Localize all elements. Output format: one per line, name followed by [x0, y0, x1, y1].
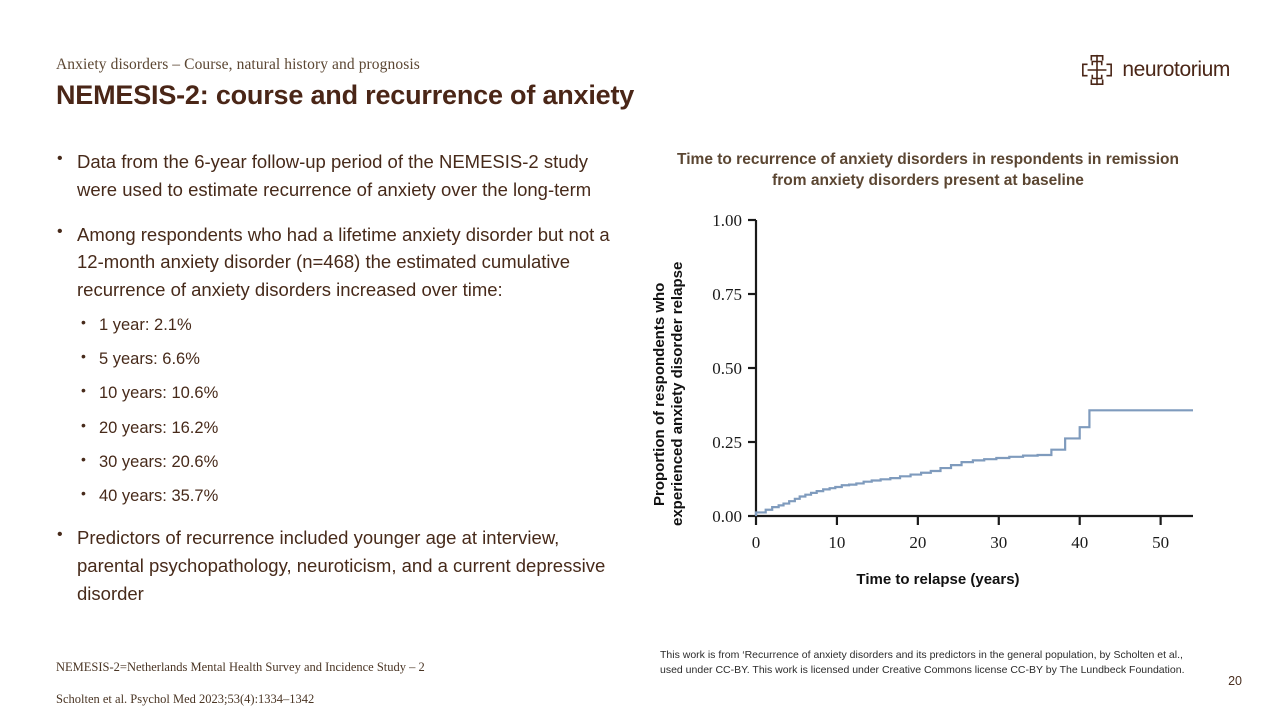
- y-tick-label: 0.00: [712, 507, 742, 526]
- footnote-reference: Scholten et al. Psychol Med 2023;53(4):1…: [56, 692, 315, 706]
- chart-axes: [748, 218, 1193, 525]
- chart-panel: Time to recurrence of anxiety disorders …: [648, 150, 1208, 676]
- y-tick-label: 1.00: [712, 211, 742, 230]
- x-axis-label: Time to relapse (years): [856, 571, 1019, 588]
- bullet-item: Among respondents who had a lifetime anx…: [52, 220, 612, 508]
- list-item: 5 years: 6.6%: [77, 347, 612, 370]
- bullet-list: Data from the 6-year follow-up period of…: [52, 147, 612, 608]
- content-column: Data from the 6-year follow-up period of…: [52, 147, 612, 625]
- page-number: 20: [1228, 674, 1242, 688]
- list-item: 20 years: 16.2%: [77, 416, 612, 439]
- x-tick-label: 40: [1071, 533, 1088, 552]
- x-tick-label: 50: [1152, 533, 1169, 552]
- list-item: 30 years: 20.6%: [77, 450, 612, 473]
- x-tick-label: 0: [752, 533, 761, 552]
- chart-caption: This work is from ‘Recurrence of anxiety…: [660, 648, 1185, 676]
- x-tick-label: 30: [990, 533, 1007, 552]
- sub-bullet-list: 1 year: 2.1% 5 years: 6.6% 10 years: 10.…: [77, 313, 612, 508]
- x-tick-label: 10: [828, 533, 845, 552]
- y-tick-label: 0.50: [712, 359, 742, 378]
- chart-figure: Proportion of respondents who experience…: [648, 206, 1204, 676]
- list-item: 10 years: 10.6%: [77, 381, 612, 404]
- bullet-item: Predictors of recurrence included younge…: [52, 523, 612, 607]
- list-item: 40 years: 35.7%: [77, 484, 612, 507]
- footnote-abbreviation: NEMESIS-2=Netherlands Mental Health Surv…: [56, 660, 425, 674]
- neurotorium-mark-icon: [1080, 53, 1114, 87]
- slide-header: Anxiety disorders – Course, natural hist…: [56, 56, 756, 111]
- km-step-line: [754, 409, 1193, 516]
- km-curve-chart: Proportion of respondents who experience…: [651, 211, 1193, 588]
- y-axis-label-line2: experienced anxiety disorder relapse: [669, 262, 686, 526]
- bullet-item: Data from the 6-year follow-up period of…: [52, 147, 612, 204]
- slide-eyebrow: Anxiety disorders – Course, natural hist…: [56, 56, 420, 73]
- x-tick-label: 20: [909, 533, 926, 552]
- y-tick-label: 0.75: [712, 285, 742, 304]
- logo-wordmark: neurotorium: [1122, 58, 1230, 81]
- page-title: NEMESIS-2: course and recurrence of anxi…: [56, 80, 635, 110]
- bullet-text: Among respondents who had a lifetime anx…: [77, 223, 610, 301]
- chart-tick-labels: 0.00 0.25 0.50 0.75 1.00 0 10 20 30 40 50: [712, 211, 1169, 552]
- y-tick-label: 0.25: [712, 433, 742, 452]
- brand-logo: neurotorium: [1080, 53, 1230, 87]
- chart-title: Time to recurrence of anxiety disorders …: [677, 151, 1179, 189]
- y-axis-label-line1: Proportion of respondents who: [651, 283, 668, 506]
- list-item: 1 year: 2.1%: [77, 313, 612, 336]
